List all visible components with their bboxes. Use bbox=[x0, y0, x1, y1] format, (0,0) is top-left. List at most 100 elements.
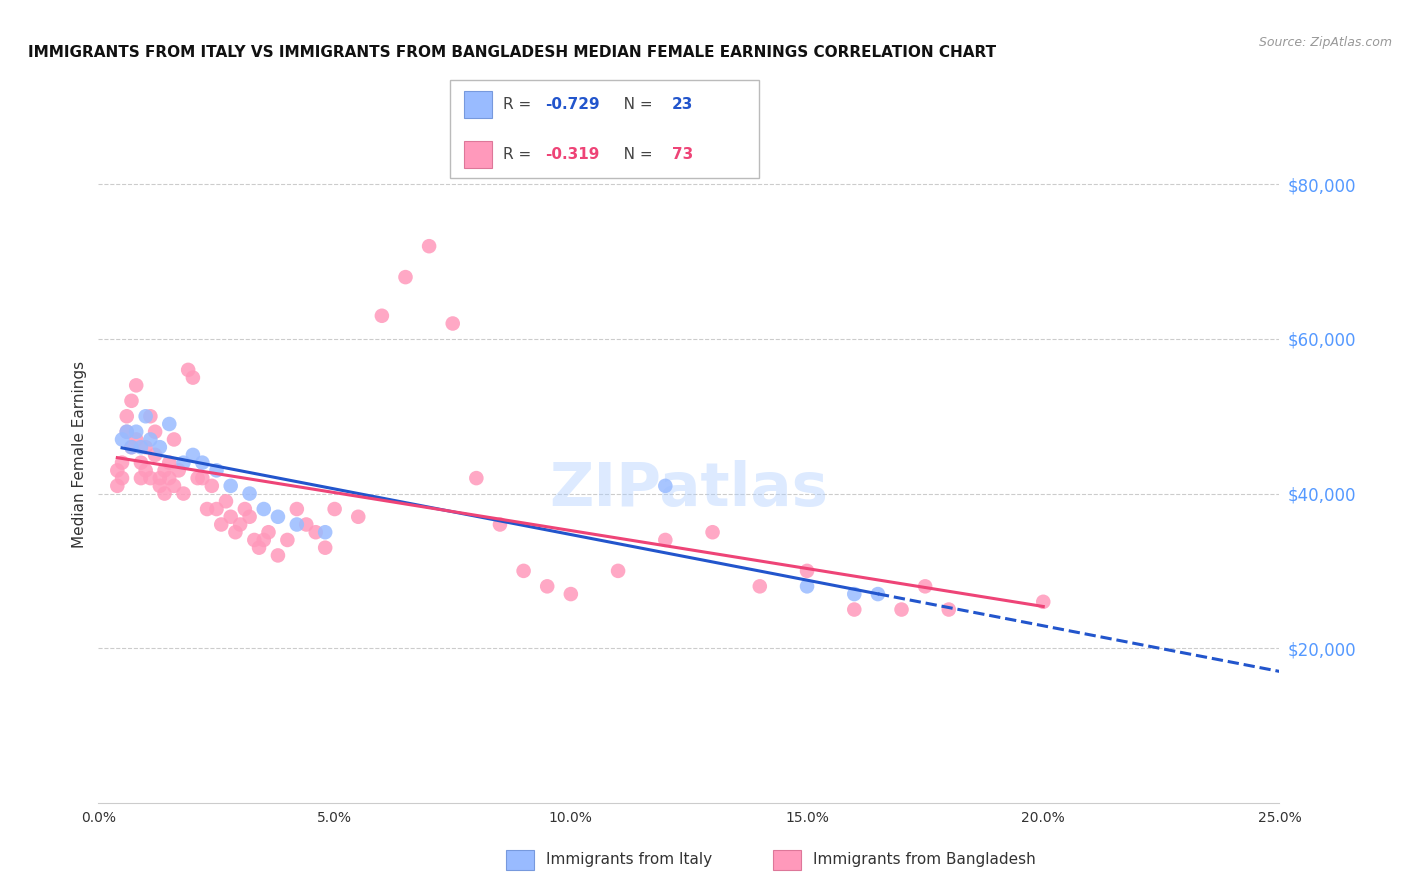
Point bbox=[512, 564, 534, 578]
Point bbox=[267, 509, 290, 524]
Point bbox=[111, 471, 134, 485]
Point bbox=[143, 425, 166, 439]
Text: IMMIGRANTS FROM ITALY VS IMMIGRANTS FROM BANGLADESH MEDIAN FEMALE EARNINGS CORRE: IMMIGRANTS FROM ITALY VS IMMIGRANTS FROM… bbox=[28, 45, 997, 60]
Point bbox=[115, 425, 138, 439]
Point bbox=[654, 479, 676, 493]
Point bbox=[163, 479, 186, 493]
Text: -0.319: -0.319 bbox=[546, 147, 600, 161]
Point bbox=[465, 471, 488, 485]
Point bbox=[105, 479, 128, 493]
Point bbox=[233, 502, 256, 516]
Point bbox=[111, 433, 134, 447]
Point bbox=[219, 509, 242, 524]
Point bbox=[890, 602, 912, 616]
Point bbox=[285, 517, 308, 532]
Point bbox=[866, 587, 889, 601]
Point bbox=[323, 502, 346, 516]
Text: Immigrants from Italy: Immigrants from Italy bbox=[546, 853, 711, 867]
Point bbox=[129, 440, 152, 454]
Point bbox=[257, 525, 280, 540]
Point bbox=[125, 425, 148, 439]
Point bbox=[191, 456, 214, 470]
Point bbox=[153, 463, 176, 477]
Point bbox=[796, 564, 818, 578]
Point bbox=[607, 564, 630, 578]
Text: R =: R = bbox=[503, 147, 537, 161]
Point bbox=[796, 579, 818, 593]
Point bbox=[143, 448, 166, 462]
Point bbox=[135, 409, 157, 424]
Point bbox=[276, 533, 298, 547]
Point bbox=[181, 370, 204, 384]
Point bbox=[181, 448, 204, 462]
Point bbox=[560, 587, 582, 601]
Point bbox=[247, 541, 270, 555]
Point bbox=[305, 525, 328, 540]
Point bbox=[654, 533, 676, 547]
Text: ZIPatlas: ZIPatlas bbox=[550, 460, 828, 519]
Point bbox=[229, 517, 252, 532]
Text: N =: N = bbox=[609, 97, 657, 112]
Point bbox=[394, 270, 416, 285]
Text: Immigrants from Bangladesh: Immigrants from Bangladesh bbox=[813, 853, 1035, 867]
Point bbox=[177, 363, 200, 377]
Point bbox=[167, 463, 190, 477]
Text: N =: N = bbox=[609, 147, 657, 161]
Text: 73: 73 bbox=[672, 147, 693, 161]
Point bbox=[157, 417, 180, 431]
Y-axis label: Median Female Earnings: Median Female Earnings bbox=[72, 361, 87, 549]
Point bbox=[347, 509, 370, 524]
Point bbox=[243, 533, 266, 547]
Point bbox=[239, 509, 262, 524]
Point bbox=[149, 479, 172, 493]
Point bbox=[938, 602, 960, 616]
Point bbox=[115, 425, 138, 439]
Point bbox=[489, 517, 512, 532]
Point bbox=[149, 440, 172, 454]
Point bbox=[914, 579, 936, 593]
Text: 23: 23 bbox=[672, 97, 693, 112]
Point bbox=[105, 463, 128, 477]
Point bbox=[295, 517, 318, 532]
Text: -0.729: -0.729 bbox=[546, 97, 600, 112]
Point bbox=[844, 587, 866, 601]
Point bbox=[209, 517, 232, 532]
Point bbox=[115, 409, 138, 424]
Point bbox=[157, 456, 180, 470]
Point bbox=[441, 317, 464, 331]
Point bbox=[187, 471, 209, 485]
Text: Source: ZipAtlas.com: Source: ZipAtlas.com bbox=[1258, 36, 1392, 49]
Point bbox=[205, 502, 228, 516]
Point bbox=[267, 549, 290, 563]
Point bbox=[195, 502, 218, 516]
Point bbox=[253, 502, 276, 516]
Point bbox=[111, 456, 134, 470]
Point bbox=[157, 471, 180, 485]
Point bbox=[844, 602, 866, 616]
Point bbox=[149, 471, 172, 485]
Point bbox=[129, 456, 152, 470]
Point bbox=[139, 433, 162, 447]
Point bbox=[129, 471, 152, 485]
Point bbox=[125, 378, 148, 392]
Point bbox=[371, 309, 394, 323]
Point bbox=[748, 579, 770, 593]
Point bbox=[224, 525, 246, 540]
Point bbox=[139, 409, 162, 424]
Point bbox=[125, 433, 148, 447]
Point bbox=[163, 433, 186, 447]
Point bbox=[135, 440, 157, 454]
Point bbox=[418, 239, 440, 253]
Point bbox=[201, 479, 224, 493]
Point bbox=[121, 440, 143, 454]
Point bbox=[215, 494, 238, 508]
Point bbox=[1032, 595, 1054, 609]
Point bbox=[314, 541, 336, 555]
Point bbox=[253, 533, 276, 547]
Point bbox=[191, 471, 214, 485]
Point bbox=[139, 471, 162, 485]
Point bbox=[219, 479, 242, 493]
Point bbox=[121, 393, 143, 408]
Point bbox=[314, 525, 336, 540]
Point bbox=[239, 486, 262, 500]
